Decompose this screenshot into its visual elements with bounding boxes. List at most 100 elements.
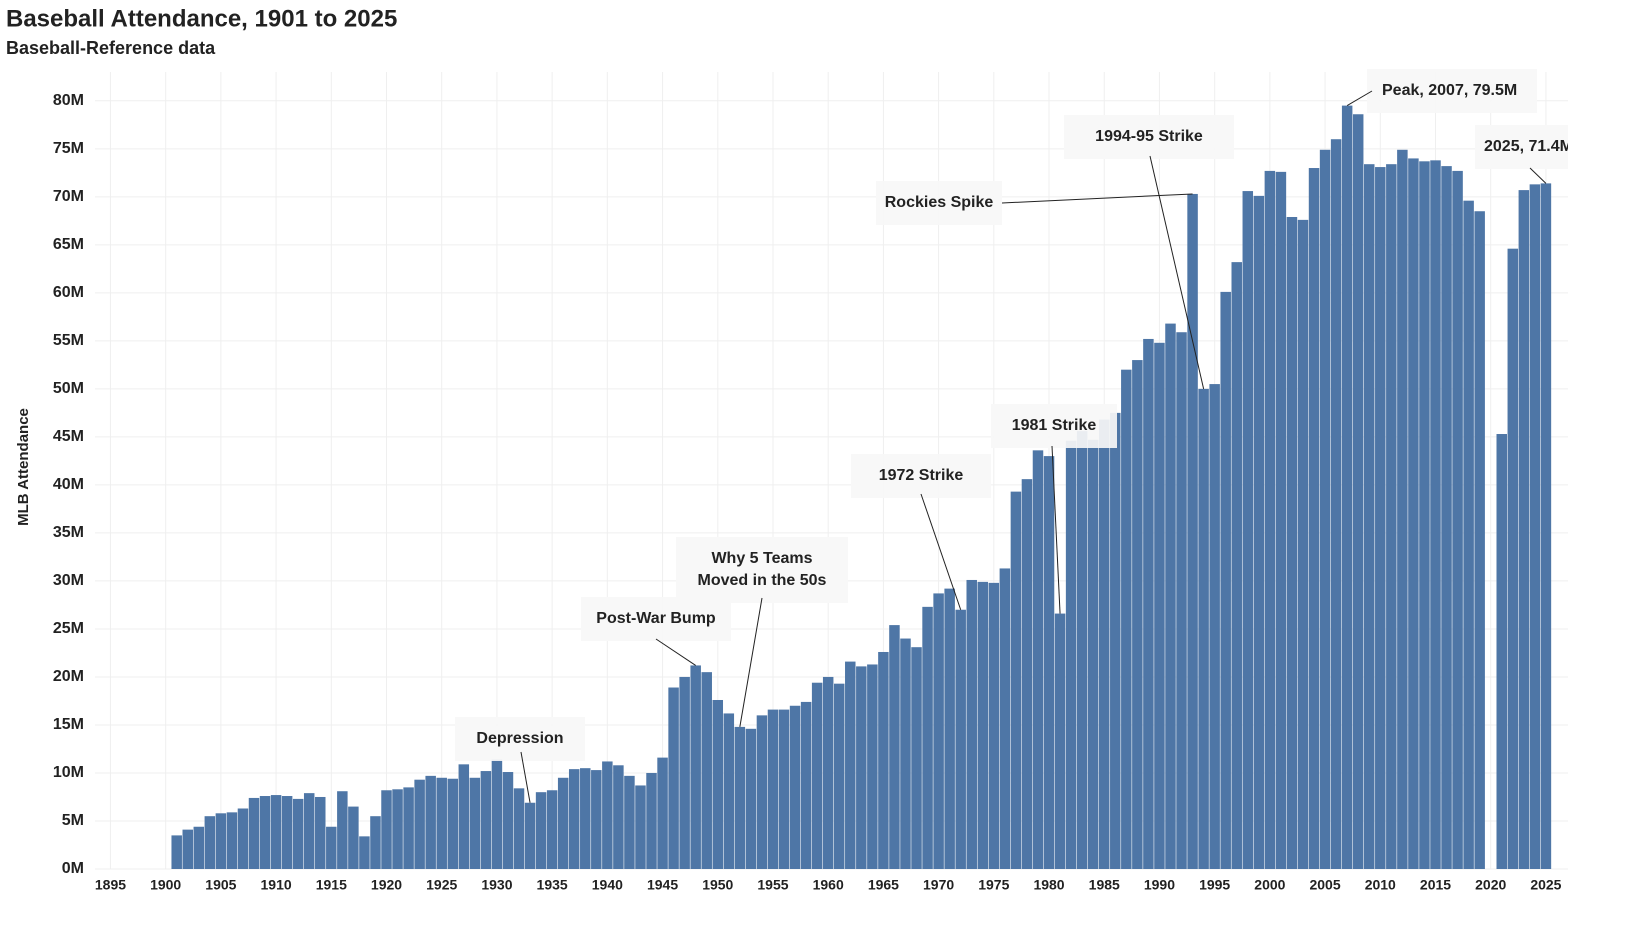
bar (303, 793, 315, 869)
bar (1319, 149, 1331, 869)
x-tick-label: 2005 (1309, 877, 1340, 893)
x-tick-label: 1920 (371, 877, 402, 893)
bar (988, 582, 1000, 869)
bar (524, 802, 536, 869)
x-tick-label: 1895 (95, 877, 126, 893)
bar (1143, 338, 1154, 869)
bar (381, 790, 392, 869)
bar (646, 772, 657, 869)
bar (1430, 160, 1441, 869)
bar (535, 792, 547, 869)
bar (1330, 139, 1342, 870)
bar (348, 806, 359, 869)
bar (966, 579, 977, 869)
annotation-leader (520, 751, 531, 803)
bar (822, 676, 834, 869)
bar (1087, 439, 1099, 869)
bar (1021, 479, 1033, 869)
bar (613, 765, 624, 869)
chart-subtitle: Baseball-Reference data (6, 38, 216, 58)
annotation-leader (739, 597, 763, 727)
bar (1540, 183, 1552, 870)
x-tick-label: 1990 (1144, 877, 1175, 893)
bar (767, 709, 779, 869)
y-tick-label: 5M (62, 812, 84, 829)
x-tick-label: 1935 (537, 877, 568, 893)
bar (447, 778, 459, 869)
bar (756, 715, 768, 869)
annotation-text: 1981 Strike (1012, 417, 1097, 434)
bar (1286, 216, 1298, 869)
x-tick-label: 1940 (592, 877, 623, 893)
x-tick-label: 2000 (1254, 877, 1285, 893)
bar (1187, 193, 1198, 869)
bar (557, 777, 569, 869)
bar (1452, 170, 1463, 870)
bar (182, 829, 193, 869)
x-tick-label: 1980 (1033, 877, 1064, 893)
bar (1308, 168, 1320, 869)
x-tick-label: 1975 (978, 877, 1009, 893)
bar (513, 788, 525, 869)
bar (1065, 440, 1077, 869)
bar (624, 775, 635, 869)
bar (1441, 166, 1452, 869)
x-tick-label: 1900 (150, 877, 181, 893)
y-tick-label: 30M (53, 572, 84, 589)
bar (1474, 211, 1485, 870)
bar (1198, 388, 1209, 869)
annotation-leader (1346, 90, 1373, 107)
bar (1529, 184, 1541, 869)
bar (204, 816, 216, 869)
bar (1154, 342, 1165, 869)
annotation-box (581, 597, 731, 641)
annotation-leader (1149, 155, 1205, 389)
y-tick-label: 60M (53, 284, 84, 301)
bar (292, 798, 304, 869)
bar (878, 651, 889, 869)
annotation-box (851, 454, 991, 498)
annotation-box (991, 404, 1117, 448)
bar (955, 609, 966, 869)
y-tick-label: 10M (53, 764, 84, 781)
y-tick-label: 65M (53, 236, 84, 253)
bar (1121, 369, 1132, 869)
annotation-leader (920, 493, 962, 610)
bar (591, 770, 602, 869)
bar (789, 705, 801, 869)
x-tick-label: 1995 (1199, 877, 1230, 893)
y-tick-label: 70M (53, 188, 84, 205)
bar (1408, 158, 1419, 869)
bar (811, 682, 823, 869)
bar (800, 701, 812, 869)
bar (900, 638, 911, 869)
bar (723, 713, 735, 869)
bar (337, 791, 348, 869)
bar (1032, 450, 1044, 869)
y-tick-label: 50M (53, 380, 84, 397)
bar (403, 787, 414, 869)
bar (1419, 161, 1430, 869)
annotation-leader (1051, 445, 1061, 614)
bar (1518, 190, 1530, 870)
bar (1054, 613, 1066, 869)
bar (1010, 491, 1022, 869)
bar (657, 757, 668, 869)
bar (1253, 195, 1265, 869)
bar (712, 699, 724, 869)
bar (668, 687, 679, 869)
bar (392, 789, 403, 869)
bar (635, 785, 646, 869)
bar (1231, 262, 1242, 870)
bar (546, 790, 558, 869)
x-tick-label: 1955 (757, 877, 788, 893)
bar (171, 835, 182, 869)
x-tick-label: 2025 (1530, 877, 1561, 893)
plot-area: 0M 5M 10M 15M 20M 25M 30M 35M 40M 45M 50M 55M 60M 65M… (53, 69, 1568, 893)
bar (856, 666, 867, 869)
x-tick-label: 1910 (261, 877, 292, 893)
bar (414, 779, 425, 869)
bar (1209, 384, 1220, 869)
bar (1110, 412, 1121, 869)
bar (778, 709, 790, 869)
